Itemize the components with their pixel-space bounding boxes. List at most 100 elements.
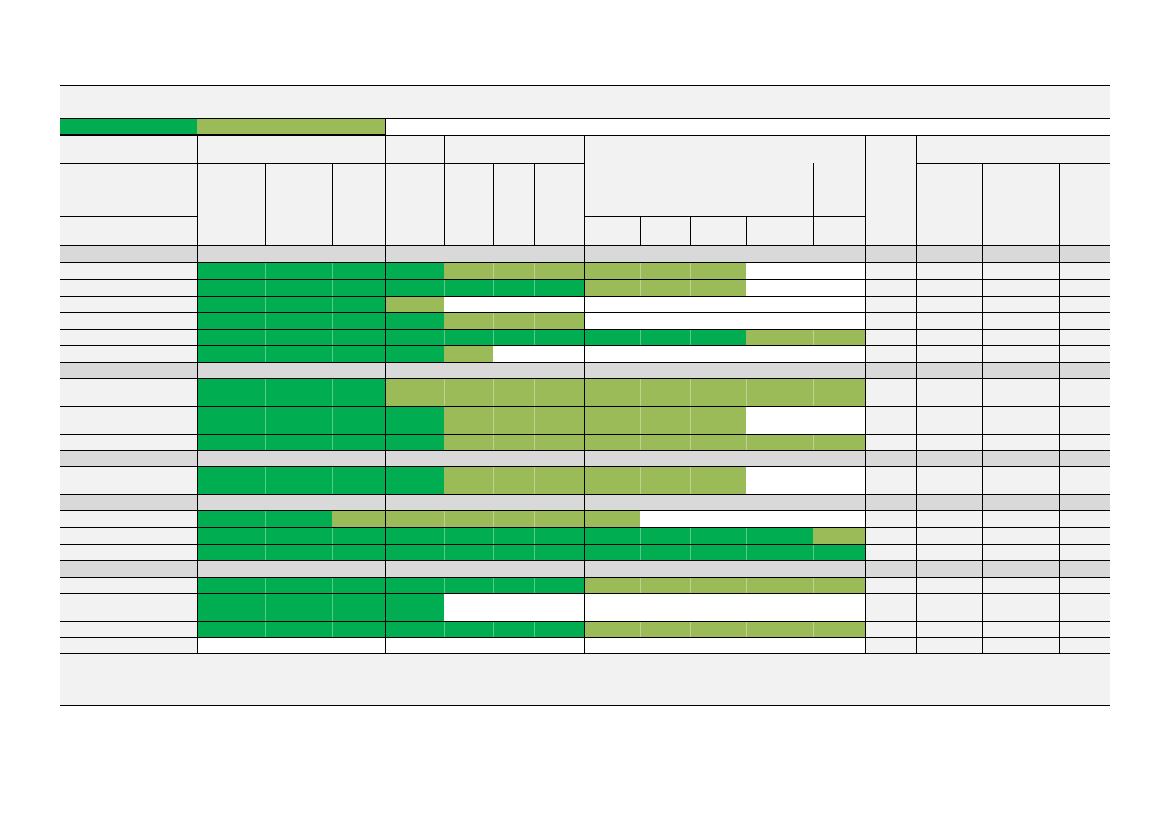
gantt-cell — [584, 434, 640, 450]
gantt-cell — [197, 329, 265, 345]
row-rule — [60, 163, 584, 164]
gantt-cell — [385, 279, 444, 296]
gantt-cell — [746, 279, 813, 296]
cell-divider — [332, 296, 333, 312]
gantt-cell — [813, 378, 865, 406]
gantt-cell — [493, 378, 534, 406]
column-rule — [534, 163, 535, 245]
column-rule — [332, 163, 333, 245]
row-rule — [60, 466, 1110, 467]
gantt-cell — [493, 510, 534, 527]
row-rule — [60, 621, 1110, 622]
cell-divider — [444, 544, 445, 560]
gantt-cell — [385, 296, 444, 312]
cell-divider — [265, 345, 266, 362]
gantt-cell — [265, 312, 332, 329]
gantt-cell — [746, 345, 813, 362]
column-rule — [690, 216, 691, 245]
cell-divider — [493, 621, 494, 637]
gantt-cell — [690, 406, 746, 434]
row-label-cell — [60, 406, 197, 434]
gantt-cell — [197, 279, 265, 296]
gantt-cell — [746, 262, 813, 279]
header-band — [60, 135, 1110, 245]
cell-divider — [265, 527, 266, 544]
gantt-cell — [197, 577, 265, 593]
gantt-cell — [385, 544, 444, 560]
column-rule — [444, 135, 445, 245]
gantt-cell — [197, 345, 265, 362]
row-value-cell — [865, 621, 1110, 637]
gantt-cell — [332, 510, 385, 527]
legend-light-green-swatch — [197, 118, 385, 135]
cell-divider — [265, 466, 266, 494]
gantt-cell — [746, 544, 813, 560]
gantt-cell — [265, 329, 332, 345]
gantt-cell — [584, 406, 640, 434]
cell-divider — [640, 378, 641, 406]
gantt-cell — [640, 593, 690, 621]
cell-divider — [534, 262, 535, 279]
gantt-cell — [332, 279, 385, 296]
gantt-cell — [385, 434, 444, 450]
cell-divider — [493, 544, 494, 560]
column-rule — [746, 216, 747, 245]
row-rule — [60, 262, 1110, 263]
row-rule — [60, 118, 1110, 119]
cell-divider — [640, 262, 641, 279]
cell-divider — [690, 262, 691, 279]
gantt-cell — [640, 544, 690, 560]
cell-divider — [332, 527, 333, 544]
gantt-cell — [385, 637, 444, 653]
cell-divider — [534, 577, 535, 593]
row-rule — [60, 216, 197, 217]
cell-divider — [746, 378, 747, 406]
cell-divider — [640, 621, 641, 637]
cell-divider — [444, 378, 445, 406]
gantt-cell — [584, 527, 640, 544]
cell-divider — [640, 406, 641, 434]
cell-divider — [265, 593, 266, 621]
row-label-cell — [60, 621, 197, 637]
gantt-cell — [534, 510, 584, 527]
row-label-cell — [60, 378, 197, 406]
gantt-cell — [584, 637, 640, 653]
gantt-cell — [332, 577, 385, 593]
cell-divider — [690, 466, 691, 494]
gantt-cell — [385, 577, 444, 593]
row-rule — [60, 85, 1110, 86]
gantt-cell — [746, 406, 813, 434]
row-value-cell — [865, 637, 1110, 653]
gantt-cell — [332, 544, 385, 560]
cell-divider — [640, 544, 641, 560]
column-rule — [916, 135, 917, 653]
gantt-cell — [444, 510, 493, 527]
gantt-cell — [444, 329, 493, 345]
gantt-cell — [332, 262, 385, 279]
gantt-cell — [813, 329, 865, 345]
gantt-cell — [197, 466, 265, 494]
row-rule — [60, 705, 1110, 706]
gantt-cell — [493, 296, 534, 312]
row-label-cell — [60, 544, 197, 560]
row-label-cell — [60, 262, 197, 279]
gantt-cell — [534, 312, 584, 329]
cell-divider — [690, 378, 691, 406]
cell-divider — [690, 406, 691, 434]
row-rule — [60, 560, 1110, 561]
cell-divider — [534, 466, 535, 494]
gantt-cell — [534, 527, 584, 544]
cell-divider — [265, 544, 266, 560]
gantt-cell — [584, 577, 640, 593]
cell-divider — [690, 434, 691, 450]
cell-divider — [493, 527, 494, 544]
gantt-cell — [640, 637, 690, 653]
cell-divider — [493, 434, 494, 450]
row-rule — [60, 329, 1110, 330]
cell-divider — [746, 577, 747, 593]
gantt-cell — [493, 621, 534, 637]
gantt-cell — [813, 510, 865, 527]
gantt-cell — [640, 329, 690, 345]
gantt-cell — [746, 466, 813, 494]
